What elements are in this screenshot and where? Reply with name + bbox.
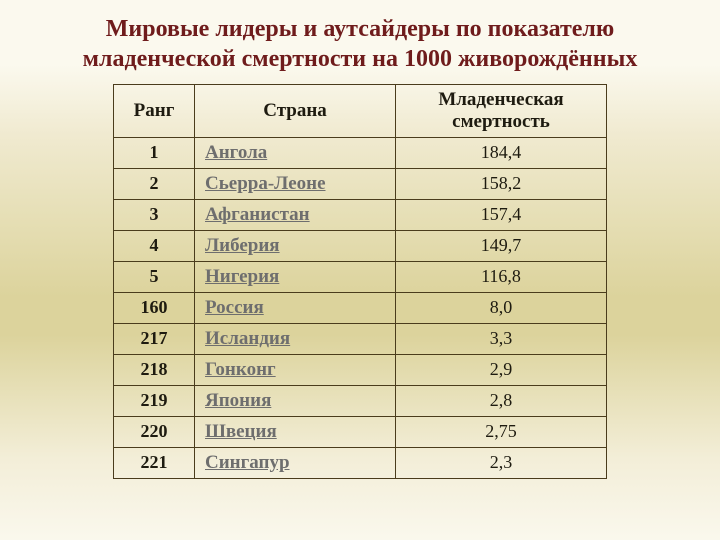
title-line-1: Мировые лидеры и аутсайдеры по показател… xyxy=(106,16,615,42)
cell-country: Гонконг xyxy=(195,354,396,385)
col-header-country: Страна xyxy=(195,85,396,138)
cell-value: 2,3 xyxy=(396,447,607,478)
col-header-mortality: Младенческая смертность xyxy=(396,85,607,138)
table-body: 1 Ангола 184,4 2 Сьерра-Леоне 158,2 3 Афганиста… xyxy=(114,137,607,478)
country-link[interactable]: Япония xyxy=(205,390,271,411)
cell-value: 2,8 xyxy=(396,385,607,416)
country-link[interactable]: Нигерия xyxy=(205,266,279,287)
cell-rank: 221 xyxy=(114,447,195,478)
table-row: 1 Ангола 184,4 xyxy=(114,137,607,168)
cell-rank: 1 xyxy=(114,137,195,168)
cell-country: Нигерия xyxy=(195,261,396,292)
cell-country: Япония xyxy=(195,385,396,416)
country-link[interactable]: Исландия xyxy=(205,328,290,349)
col-header-mortality-line1: Младенческая xyxy=(438,89,563,110)
cell-rank: 5 xyxy=(114,261,195,292)
cell-value: 2,9 xyxy=(396,354,607,385)
cell-rank: 3 xyxy=(114,199,195,230)
table-row: 5 Нигерия 116,8 xyxy=(114,261,607,292)
country-link[interactable]: Ангола xyxy=(205,142,267,163)
country-link[interactable]: Гонконг xyxy=(205,359,276,380)
table-row: 4 Либерия 149,7 xyxy=(114,230,607,261)
country-link[interactable]: Сингапур xyxy=(205,452,290,473)
cell-rank: 2 xyxy=(114,168,195,199)
cell-value: 2,75 xyxy=(396,416,607,447)
country-link[interactable]: Россия xyxy=(205,297,264,318)
table-row: 3 Афганистан 157,4 xyxy=(114,199,607,230)
cell-rank: 4 xyxy=(114,230,195,261)
cell-rank: 160 xyxy=(114,292,195,323)
cell-rank: 219 xyxy=(114,385,195,416)
cell-value: 3,3 xyxy=(396,323,607,354)
table-row: 217 Исландия 3,3 xyxy=(114,323,607,354)
table-row: 160 Россия 8,0 xyxy=(114,292,607,323)
title-line-2: младенческой смертности на 1000 живорожд… xyxy=(83,46,638,72)
cell-value: 157,4 xyxy=(396,199,607,230)
cell-value: 116,8 xyxy=(396,261,607,292)
cell-rank: 217 xyxy=(114,323,195,354)
cell-country: Либерия xyxy=(195,230,396,261)
mortality-table: Ранг Страна Младенческая смертность 1 Анг… xyxy=(113,84,607,479)
cell-country: Россия xyxy=(195,292,396,323)
table-row: 218 Гонконг 2,9 xyxy=(114,354,607,385)
table-row: 2 Сьерра-Леоне 158,2 xyxy=(114,168,607,199)
cell-rank: 218 xyxy=(114,354,195,385)
table-header-row: Ранг Страна Младенческая смертность xyxy=(114,85,607,138)
table-row: 220 Швеция 2,75 xyxy=(114,416,607,447)
cell-value: 149,7 xyxy=(396,230,607,261)
col-header-mortality-line2: смертность xyxy=(452,111,550,132)
cell-country: Швеция xyxy=(195,416,396,447)
cell-value: 158,2 xyxy=(396,168,607,199)
table-container: Ранг Страна Младенческая смертность 1 Анг… xyxy=(0,84,720,479)
cell-country: Афганистан xyxy=(195,199,396,230)
page-title: Мировые лидеры и аутсайдеры по показател… xyxy=(0,14,720,84)
cell-country: Исландия xyxy=(195,323,396,354)
country-link[interactable]: Швеция xyxy=(205,421,277,442)
cell-country: Ангола xyxy=(195,137,396,168)
cell-country: Сьерра-Леоне xyxy=(195,168,396,199)
country-link[interactable]: Афганистан xyxy=(205,204,310,225)
cell-rank: 220 xyxy=(114,416,195,447)
col-header-rank: Ранг xyxy=(114,85,195,138)
cell-value: 8,0 xyxy=(396,292,607,323)
cell-value: 184,4 xyxy=(396,137,607,168)
cell-country: Сингапур xyxy=(195,447,396,478)
table-row: 219 Япония 2,8 xyxy=(114,385,607,416)
table-row: 221 Сингапур 2,3 xyxy=(114,447,607,478)
country-link[interactable]: Сьерра-Леоне xyxy=(205,173,326,194)
country-link[interactable]: Либерия xyxy=(205,235,280,256)
